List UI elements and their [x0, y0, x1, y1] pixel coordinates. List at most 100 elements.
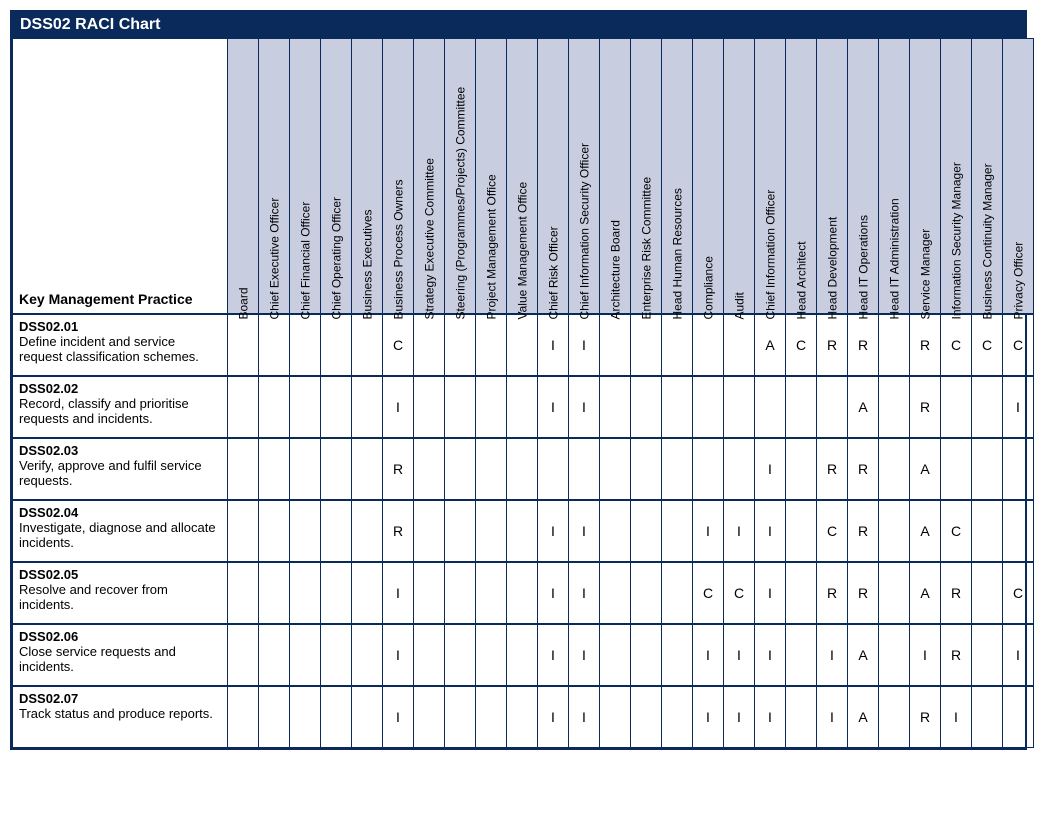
raci-cell [569, 438, 600, 500]
raci-cell: I [1003, 376, 1034, 438]
role-header: Value Management Office [507, 39, 538, 314]
role-label: Chief Executive Officer [268, 197, 282, 319]
role-label: Service Manager [919, 228, 933, 319]
table-row: DSS02.04Investigate, diagnose and alloca… [13, 500, 1034, 562]
raci-cell: A [910, 562, 941, 624]
raci-cell [445, 562, 476, 624]
raci-cell [972, 376, 1003, 438]
raci-cell: C [972, 314, 1003, 376]
raci-cell: R [848, 314, 879, 376]
raci-cell [941, 438, 972, 500]
role-header: Head IT Administration [879, 39, 910, 314]
raci-cell: I [755, 686, 786, 748]
practice-cell: DSS02.06Close service requests and incid… [13, 624, 228, 686]
raci-cell: R [848, 438, 879, 500]
role-label: Chief Information Officer [764, 189, 778, 319]
practice-code: DSS02.04 [19, 505, 221, 520]
raci-cell: A [848, 624, 879, 686]
practice-cell: DSS02.04Investigate, diagnose and alloca… [13, 500, 228, 562]
raci-cell [600, 624, 631, 686]
raci-cell [786, 438, 817, 500]
raci-cell [290, 686, 321, 748]
raci-cell [445, 686, 476, 748]
raci-cell: I [538, 314, 569, 376]
raci-cell [693, 314, 724, 376]
raci-cell [445, 624, 476, 686]
raci-cell: I [383, 376, 414, 438]
raci-table: Key Management Practice BoardChief Execu… [12, 38, 1034, 748]
raci-cell [290, 376, 321, 438]
role-label: Value Management Office [516, 181, 530, 319]
raci-cell: I [910, 624, 941, 686]
raci-cell [321, 438, 352, 500]
raci-cell: I [538, 562, 569, 624]
raci-cell [321, 314, 352, 376]
practice-cell: DSS02.02Record, classify and prioritise … [13, 376, 228, 438]
raci-cell [693, 438, 724, 500]
raci-cell [786, 686, 817, 748]
raci-cell [228, 624, 259, 686]
raci-cell [631, 376, 662, 438]
raci-cell [600, 686, 631, 748]
raci-cell: I [569, 314, 600, 376]
role-header: Information Security Manager [941, 39, 972, 314]
raci-cell [259, 686, 290, 748]
raci-cell [352, 686, 383, 748]
raci-cell: R [941, 562, 972, 624]
raci-cell: I [724, 500, 755, 562]
raci-cell: I [1003, 624, 1034, 686]
raci-cell [290, 438, 321, 500]
raci-cell [879, 686, 910, 748]
practice-code: DSS02.01 [19, 319, 221, 334]
table-row: DSS02.07Track status and produce reports… [13, 686, 1034, 748]
role-label: Head Development [826, 216, 840, 319]
raci-cell [879, 376, 910, 438]
practice-desc: Resolve and recover from incidents. [19, 582, 168, 612]
raci-cell [414, 314, 445, 376]
raci-cell [972, 500, 1003, 562]
raci-cell [724, 438, 755, 500]
role-label: Business Continuity Manager [981, 163, 995, 319]
raci-cell [445, 314, 476, 376]
raci-cell [259, 562, 290, 624]
role-label: Architecture Board [609, 220, 623, 319]
role-label: Chief Financial Officer [299, 201, 313, 319]
role-header: Chief Information Officer [755, 39, 786, 314]
role-label: Chief Information Security Officer [578, 142, 592, 319]
raci-cell [507, 686, 538, 748]
raci-cell [662, 562, 693, 624]
raci-cell [321, 686, 352, 748]
role-header: Compliance [693, 39, 724, 314]
raci-cell: I [724, 686, 755, 748]
role-label: Business Process Owners [392, 179, 406, 319]
raci-cell: I [383, 624, 414, 686]
raci-cell: A [848, 686, 879, 748]
raci-cell: I [569, 376, 600, 438]
role-header: Chief Financial Officer [290, 39, 321, 314]
raci-cell: I [569, 500, 600, 562]
practice-desc: Define incident and service request clas… [19, 334, 199, 364]
role-label: Enterprise Risk Committee [640, 176, 654, 319]
role-header: Audit [724, 39, 755, 314]
raci-cell: A [910, 500, 941, 562]
raci-cell [972, 438, 1003, 500]
raci-cell: I [538, 624, 569, 686]
table-row: DSS02.05Resolve and recover from inciden… [13, 562, 1034, 624]
raci-cell: I [538, 376, 569, 438]
raci-cell [476, 376, 507, 438]
raci-cell [879, 438, 910, 500]
raci-cell [507, 624, 538, 686]
practice-cell: DSS02.01Define incident and service requ… [13, 314, 228, 376]
raci-cell [476, 686, 507, 748]
raci-cell [445, 438, 476, 500]
practice-cell: DSS02.07Track status and produce reports… [13, 686, 228, 748]
raci-cell [631, 624, 662, 686]
raci-cell: A [755, 314, 786, 376]
raci-cell [259, 624, 290, 686]
role-header: Business Continuity Manager [972, 39, 1003, 314]
raci-cell [538, 438, 569, 500]
raci-cell [600, 438, 631, 500]
practice-code: DSS02.07 [19, 691, 221, 706]
raci-cell: R [910, 686, 941, 748]
raci-cell [1003, 438, 1034, 500]
